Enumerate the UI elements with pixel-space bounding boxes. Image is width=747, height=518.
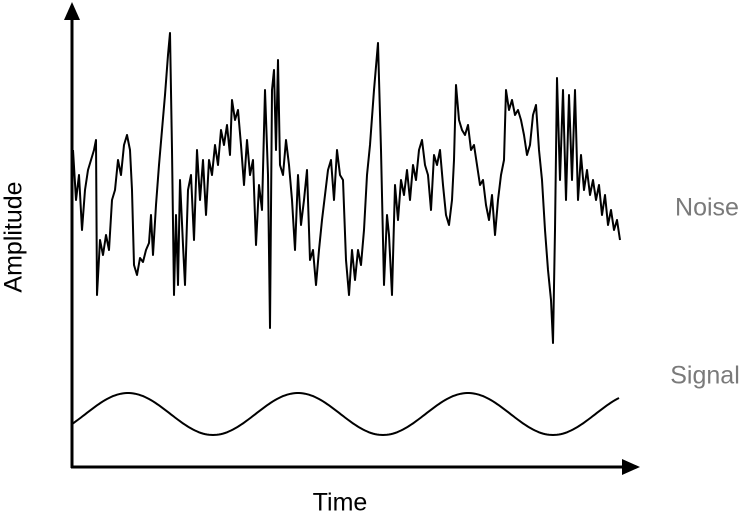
x-axis-label: Time xyxy=(313,489,368,517)
x-axis-arrow xyxy=(622,459,640,475)
noise-curve xyxy=(72,32,621,344)
signal-curve xyxy=(72,392,620,437)
axes xyxy=(70,18,625,469)
signal-label: Signal xyxy=(670,362,740,390)
y-axis-arrow xyxy=(64,2,80,20)
y-axis-label: Amplitude xyxy=(0,181,28,292)
noise-label: Noise xyxy=(675,194,739,222)
